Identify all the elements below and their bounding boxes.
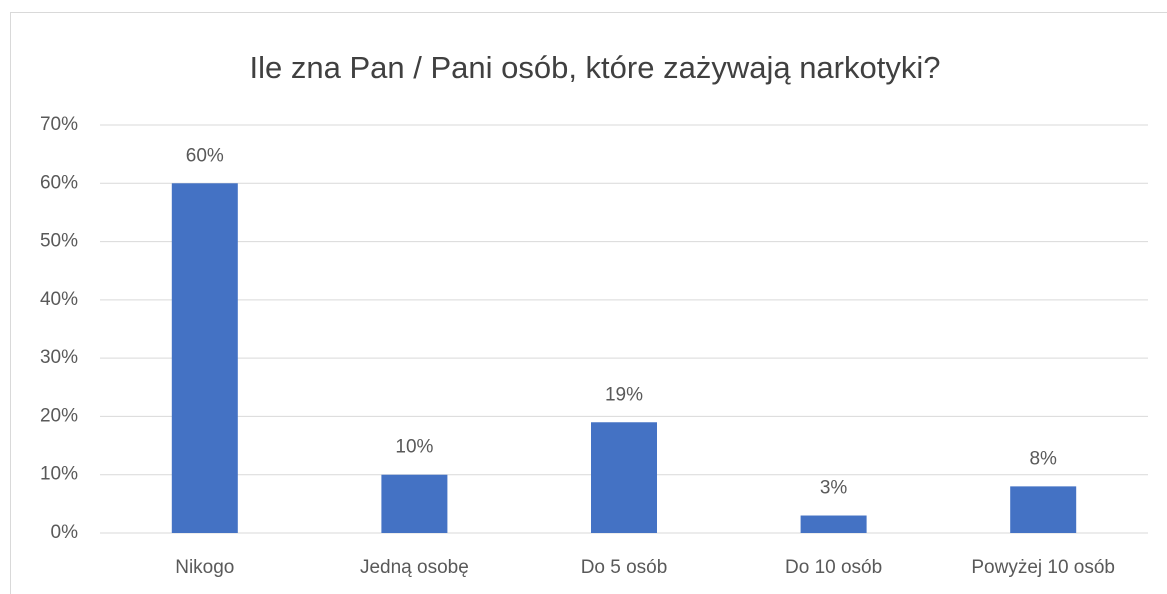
bar <box>591 422 657 533</box>
y-tick-label: 70% <box>40 114 78 135</box>
y-tick-label: 20% <box>40 405 78 426</box>
y-tick-label: 0% <box>51 522 79 543</box>
data-label: 10% <box>395 437 433 458</box>
y-tick-label: 30% <box>40 347 78 368</box>
x-tick-label: Powyżej 10 osób <box>971 557 1115 578</box>
bar <box>800 515 867 533</box>
y-tick-label: 50% <box>40 231 78 252</box>
bar <box>381 474 448 533</box>
y-tick-label: 60% <box>40 172 78 193</box>
y-tick-label: 10% <box>40 464 78 485</box>
x-tick-label: Jedną osobę <box>360 557 469 578</box>
y-tick-label: 40% <box>40 289 78 310</box>
bar <box>1010 486 1077 533</box>
x-tick-label: Do 10 osób <box>785 557 882 578</box>
data-label: 8% <box>1029 448 1057 469</box>
x-tick-label: Nikogo <box>175 557 234 578</box>
bar <box>171 183 238 534</box>
data-label: 3% <box>820 478 848 499</box>
data-label: 19% <box>605 384 643 405</box>
x-tick-label: Do 5 osób <box>581 557 668 578</box>
data-label: 60% <box>186 145 224 166</box>
chart-title: Ile zna Pan / Pani osób, które zażywają … <box>250 50 941 85</box>
